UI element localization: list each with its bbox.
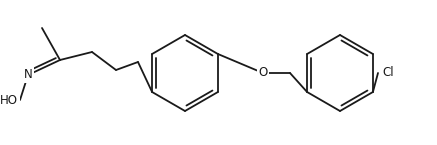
Text: HO: HO — [0, 94, 18, 106]
Text: N: N — [24, 68, 32, 81]
Text: Cl: Cl — [382, 67, 394, 79]
Text: O: O — [258, 67, 267, 79]
